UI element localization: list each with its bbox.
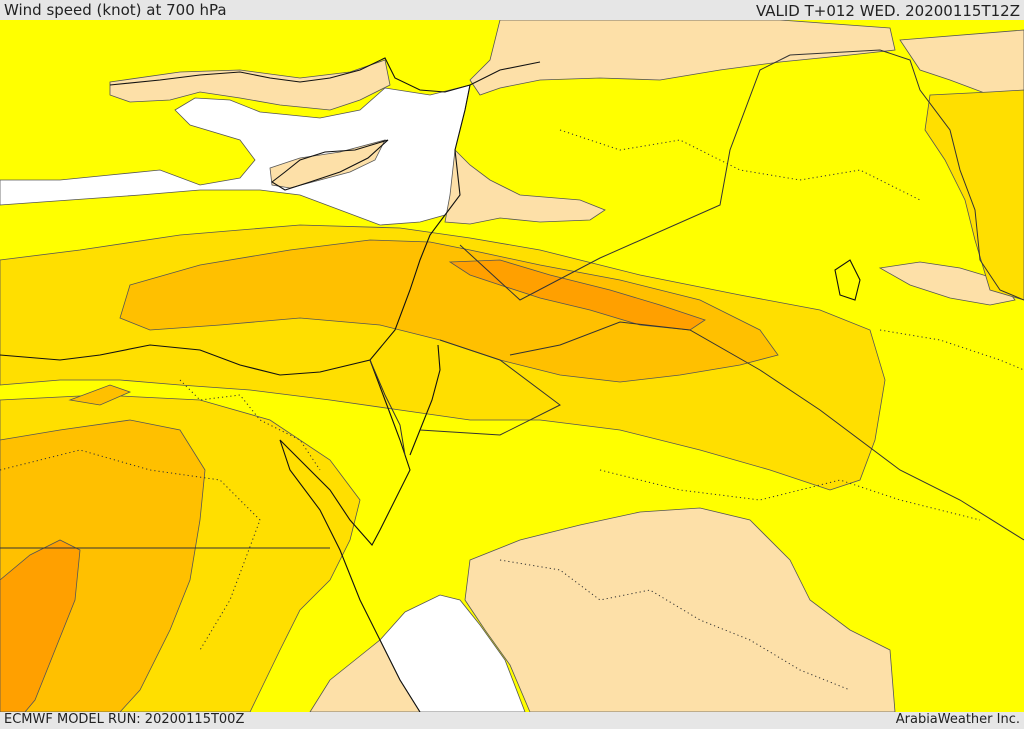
map-title: Wind speed (knot) at 700 hPa	[4, 1, 227, 19]
coastline-sinai	[279, 359, 421, 712]
coastline-gulf	[834, 259, 861, 301]
model-run: ECMWF MODEL RUN: 20200115T00Z	[4, 712, 245, 727]
footer-bar: ECMWF MODEL RUN: 20200115T00Z ArabiaWeat…	[0, 712, 1024, 729]
border-syria-jordan	[459, 54, 791, 301]
calm-area-med	[0, 84, 471, 226]
border-egypt-israel	[369, 359, 406, 456]
valid-time: VALID T+012 WED. 20200115T12Z	[755, 2, 1020, 20]
internal-boundaries-6	[879, 329, 1024, 371]
low-wind-arabia	[464, 507, 896, 712]
low-wind-cyprus	[269, 139, 386, 189]
border-iran-iraq	[789, 49, 1024, 301]
coastline-turkey	[109, 57, 541, 93]
header-bar: Wind speed (knot) at 700 hPa VALID T+012…	[0, 0, 1024, 20]
low-wind-gulf	[878, 261, 1016, 306]
low-wind-anatolia-west	[109, 59, 391, 111]
credit: ArabiaWeather Inc.	[895, 712, 1020, 727]
map-canvas	[0, 20, 1024, 712]
coastline-levant	[0, 84, 471, 376]
wind-speed-map	[0, 20, 1024, 712]
low-wind-turkey	[469, 20, 896, 96]
coastline-cyprus	[271, 139, 389, 191]
internal-boundaries-5	[179, 379, 321, 471]
wind-band-2-iran	[924, 89, 1024, 301]
low-wind-levant	[444, 149, 606, 225]
wind-band-3-strip	[68, 384, 132, 406]
internal-boundaries-3	[559, 129, 921, 201]
border-jordan-saudi	[419, 339, 561, 436]
wind-band-3-main	[119, 239, 779, 383]
coastline-aqaba	[409, 344, 441, 456]
border-iraq-saudi	[509, 321, 1024, 541]
